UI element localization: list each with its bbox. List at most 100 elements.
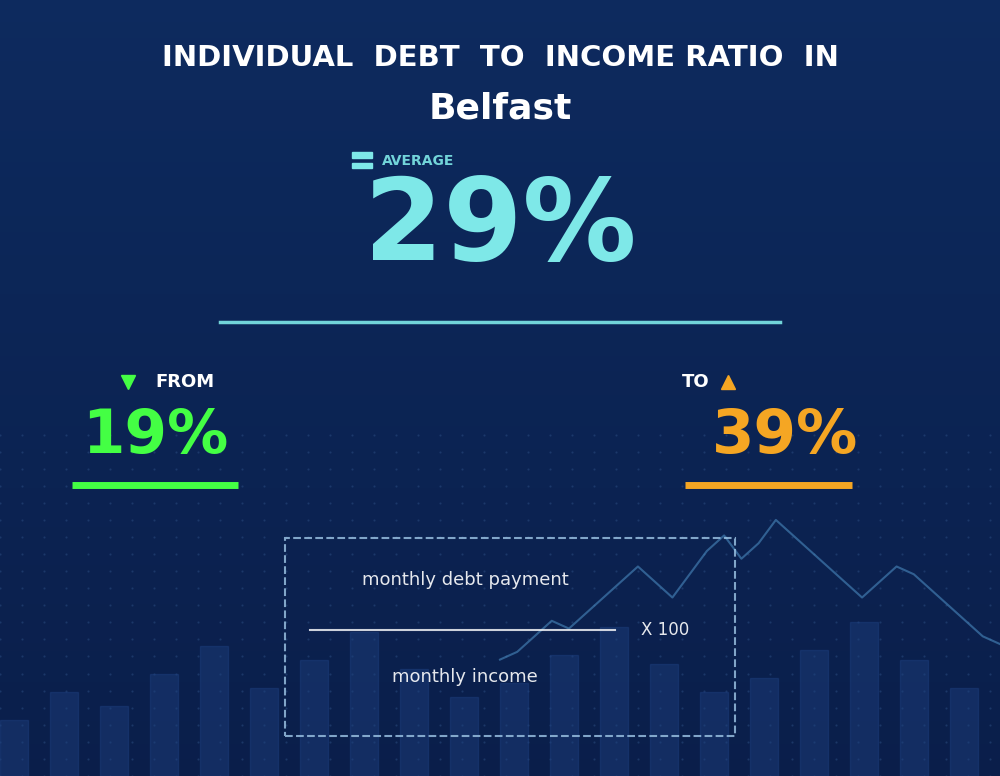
Bar — [100, 706, 128, 776]
Bar — [0, 629, 1000, 636]
Bar — [0, 720, 28, 776]
Bar — [0, 132, 1000, 140]
Bar — [0, 590, 1000, 598]
Bar — [0, 768, 1000, 776]
Bar — [200, 646, 228, 776]
Bar — [0, 512, 1000, 520]
Bar — [0, 714, 1000, 722]
Bar — [650, 664, 678, 776]
Bar — [352, 152, 372, 158]
Text: 19%: 19% — [82, 407, 228, 466]
Bar — [0, 458, 1000, 466]
Text: FROM: FROM — [155, 372, 214, 391]
Bar — [0, 31, 1000, 39]
Bar — [450, 697, 478, 776]
Bar — [0, 621, 1000, 629]
Bar — [0, 520, 1000, 528]
Bar — [0, 233, 1000, 241]
Bar — [0, 683, 1000, 691]
Bar — [0, 248, 1000, 256]
Bar — [850, 622, 878, 776]
Bar — [0, 435, 1000, 442]
Bar — [0, 411, 1000, 419]
Bar — [0, 85, 1000, 93]
Bar — [0, 660, 1000, 667]
Bar — [0, 186, 1000, 194]
Bar — [0, 8, 1000, 16]
Bar — [0, 241, 1000, 248]
Bar — [0, 171, 1000, 178]
Bar — [350, 632, 378, 776]
Bar — [0, 295, 1000, 303]
Bar — [0, 318, 1000, 326]
Bar — [0, 388, 1000, 396]
Bar — [600, 627, 628, 776]
Bar — [0, 559, 1000, 566]
Bar — [700, 692, 728, 776]
Bar — [0, 310, 1000, 318]
Bar — [0, 636, 1000, 644]
Text: X 100: X 100 — [641, 621, 689, 639]
Bar — [0, 722, 1000, 729]
Bar — [0, 473, 1000, 481]
Text: monthly debt payment: monthly debt payment — [362, 571, 568, 590]
Bar — [0, 497, 1000, 504]
Bar — [750, 678, 778, 776]
Bar — [0, 691, 1000, 698]
Bar — [150, 674, 178, 776]
Bar — [0, 256, 1000, 264]
Bar — [0, 341, 1000, 349]
Bar — [0, 70, 1000, 78]
Bar — [0, 155, 1000, 163]
Bar — [0, 39, 1000, 47]
Bar — [0, 372, 1000, 380]
Bar — [0, 652, 1000, 660]
Bar — [0, 582, 1000, 590]
Bar — [50, 692, 78, 776]
Bar — [0, 745, 1000, 753]
Bar — [0, 598, 1000, 605]
Bar — [0, 504, 1000, 512]
Bar — [0, 613, 1000, 621]
Text: 29%: 29% — [364, 173, 636, 285]
Bar — [0, 466, 1000, 473]
Text: monthly income: monthly income — [392, 667, 538, 686]
Bar — [285, 538, 735, 736]
Bar — [0, 380, 1000, 388]
Bar — [352, 163, 372, 168]
Text: 39%: 39% — [712, 407, 858, 466]
Bar — [0, 543, 1000, 551]
Bar — [0, 225, 1000, 233]
Bar — [800, 650, 828, 776]
Bar — [400, 669, 428, 776]
Bar — [0, 16, 1000, 23]
Bar — [0, 489, 1000, 497]
Bar — [0, 93, 1000, 101]
Bar — [550, 655, 578, 776]
Bar — [0, 760, 1000, 768]
Bar — [0, 147, 1000, 155]
Bar — [0, 442, 1000, 450]
Bar — [0, 163, 1000, 171]
Bar — [0, 109, 1000, 116]
Bar — [0, 326, 1000, 334]
Bar — [0, 54, 1000, 62]
Bar — [0, 334, 1000, 341]
Bar — [0, 667, 1000, 675]
Bar — [0, 698, 1000, 706]
Bar — [0, 178, 1000, 186]
Bar — [0, 101, 1000, 109]
Bar — [0, 287, 1000, 295]
Bar — [0, 481, 1000, 489]
Bar — [0, 116, 1000, 124]
Bar — [0, 23, 1000, 31]
Bar — [0, 427, 1000, 435]
Bar — [0, 644, 1000, 652]
Bar — [0, 349, 1000, 357]
Bar — [0, 450, 1000, 458]
Bar — [0, 528, 1000, 535]
Text: TO: TO — [682, 372, 710, 391]
Bar — [0, 47, 1000, 54]
Bar — [0, 62, 1000, 70]
Bar — [0, 124, 1000, 132]
